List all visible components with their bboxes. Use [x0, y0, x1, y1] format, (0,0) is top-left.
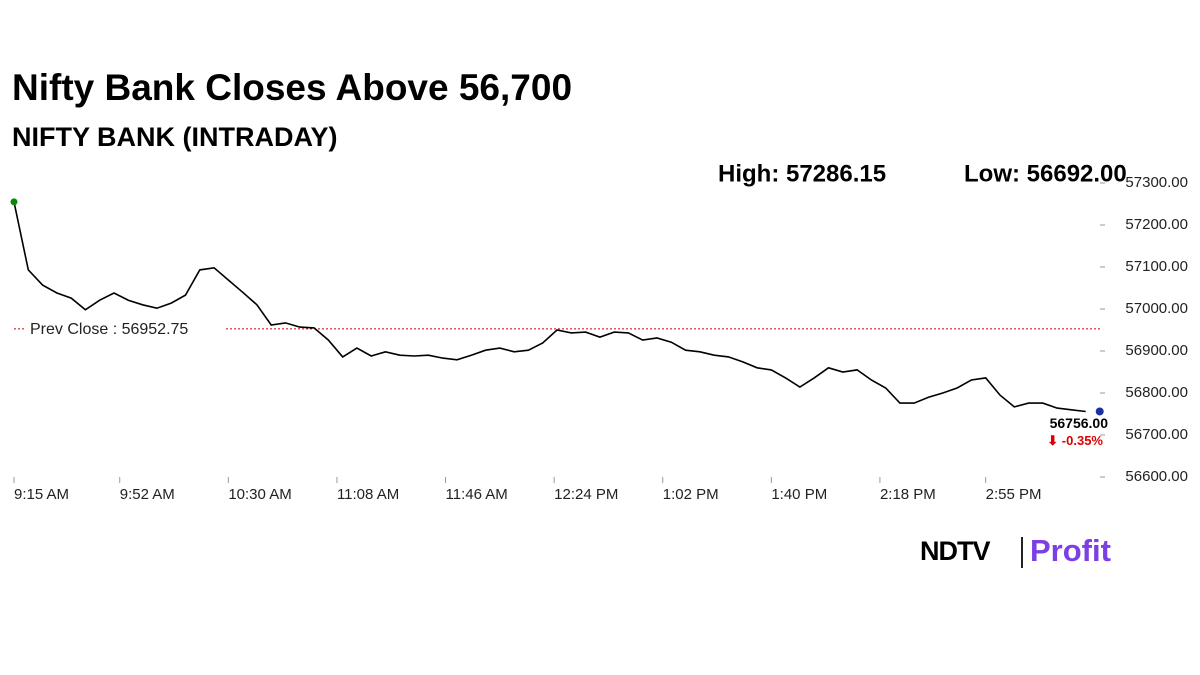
y-tick-label: 56900.00	[1125, 342, 1188, 359]
x-tick-label: 1:40 PM	[771, 486, 827, 503]
y-tick-label: 57100.00	[1125, 258, 1188, 275]
x-tick-label: 2:18 PM	[880, 486, 936, 503]
x-tick-label: 11:46 AM	[446, 486, 508, 503]
last-value-label: 56756.00	[1050, 415, 1109, 431]
x-tick-label: 2:55 PM	[986, 486, 1042, 503]
x-tick-label: 9:52 AM	[120, 486, 175, 503]
change-label: ⬇ -0.35%	[1047, 433, 1103, 448]
high-label: High: 57286.15	[718, 160, 886, 187]
x-tick-label: 1:02 PM	[663, 486, 719, 503]
logo-profit: Profit	[1030, 533, 1111, 568]
chart-subtitle: NIFTY BANK (INTRADAY)	[12, 122, 338, 152]
prev-close-label: Prev Close : 56952.75	[30, 321, 188, 338]
x-tick-label: 9:15 AM	[14, 486, 69, 503]
low-label: Low: 56692.00	[964, 160, 1127, 187]
x-tick-label: 12:24 PM	[554, 486, 618, 503]
logo-ndtv: NDTV	[920, 536, 990, 566]
y-tick-label: 56700.00	[1125, 426, 1188, 443]
y-tick-label: 56800.00	[1125, 384, 1188, 401]
open-dot	[10, 198, 18, 206]
y-tick-label: 57000.00	[1125, 300, 1188, 317]
prev-close-bg	[26, 317, 226, 340]
price-line	[13, 201, 1086, 413]
y-tick-label: 57200.00	[1125, 216, 1188, 233]
chart-title: Nifty Bank Closes Above 56,700	[12, 67, 572, 108]
y-tick-label: 56600.00	[1125, 468, 1188, 485]
x-tick-label: 11:08 AM	[337, 486, 399, 503]
y-tick-label: 57300.00	[1125, 174, 1188, 191]
x-tick-label: 10:30 AM	[228, 486, 291, 503]
last-dot	[1095, 407, 1104, 416]
